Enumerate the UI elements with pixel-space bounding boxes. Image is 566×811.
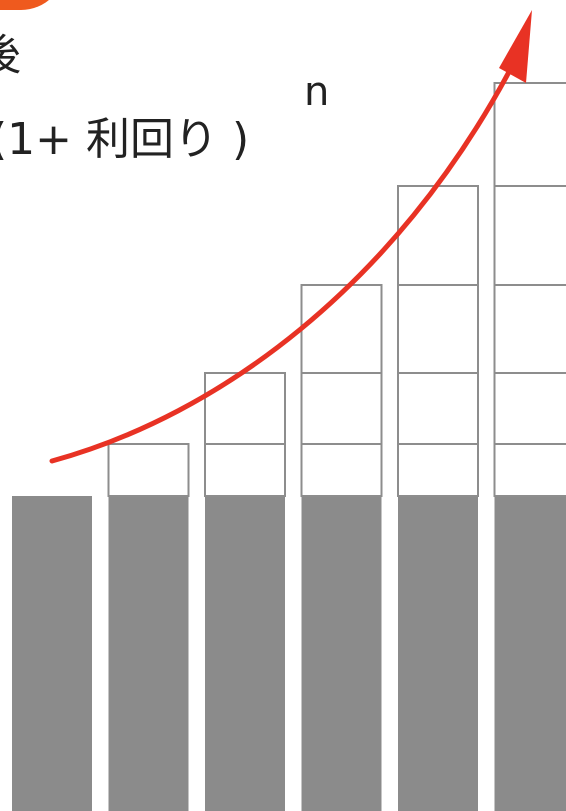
growth-segment-4-3 [300,284,383,374]
growth-segment-5-3 [397,284,479,374]
orange-accent-shape [0,0,65,10]
principal-bar-2 [108,496,189,811]
growth-segment-6-1 [493,443,566,497]
growth-segment-3-2 [204,372,286,445]
growth-segment-5-2 [397,372,479,445]
heading-partial-text: 後 [0,35,21,78]
growth-arrow-head [499,10,532,83]
formula-exponent: n [304,69,330,115]
growth-segment-6-3 [493,284,566,374]
growth-segment-6-2 [493,372,566,445]
principal-bar-3 [205,496,285,811]
growth-segment-4-1 [300,443,383,497]
principal-bar-4 [301,496,382,811]
growth-segment-5-1 [397,443,479,497]
growth-segment-6-5 [493,82,566,187]
compound-formula: (1+ 利回り ) [0,114,250,165]
growth-arrow-curve [49,67,513,464]
principal-bar-1 [12,496,92,811]
growth-segment-4-2 [300,372,383,445]
principal-bar-6 [494,496,566,811]
growth-arrow [49,10,532,464]
principal-bar-5 [398,496,478,811]
growth-segment-3-1 [204,443,286,497]
growth-segment-6-4 [493,185,566,286]
growth-segment-5-4 [397,185,479,286]
growth-segment-2-1 [107,443,190,497]
bars-layer [12,82,566,811]
